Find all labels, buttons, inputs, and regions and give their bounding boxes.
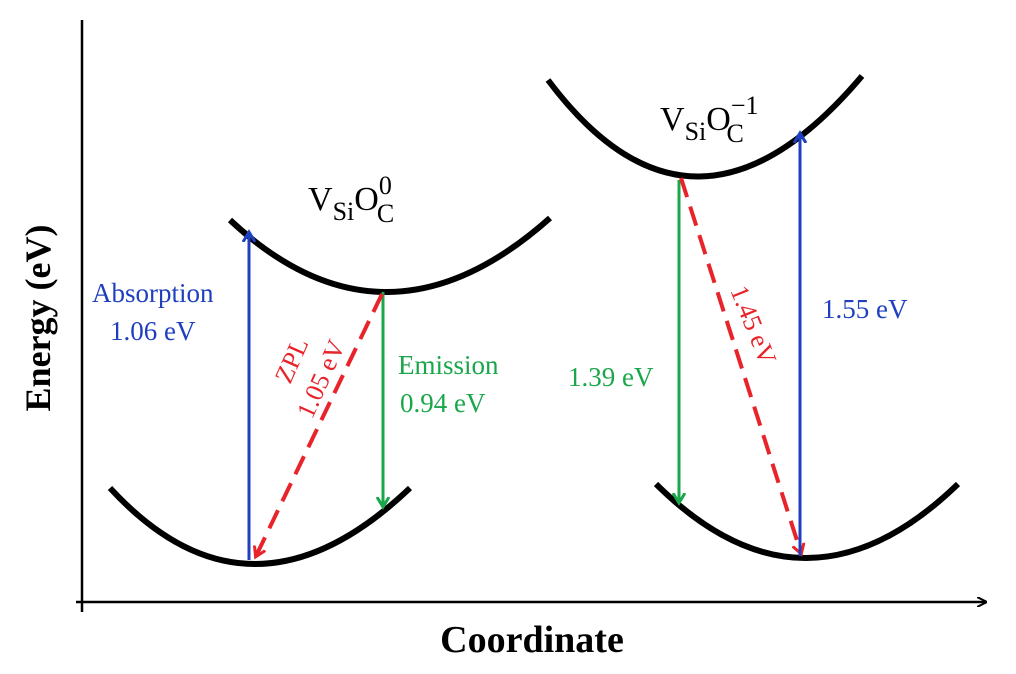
right-zpl-value: 1.45 eV [724, 281, 782, 368]
right-emission-value: 1.39 eV [568, 362, 654, 392]
right-defect-label: VSiO−1 C [660, 91, 758, 148]
right-absorption-value: 1.55 eV [822, 294, 908, 324]
right-excited-state-curve [545, 74, 865, 180]
left-absorption-name: Absorption [92, 278, 214, 308]
right-ground-state-curve [653, 481, 961, 561]
left-zpl-arrow [256, 293, 384, 556]
left-emission-name: Emission [398, 350, 499, 380]
left-ground-state-curve [107, 485, 413, 567]
x-axis-label: Coordinate [440, 619, 624, 661]
right-zpl-arrow [679, 177, 801, 553]
left-absorption-value: 1.06 eV [110, 316, 196, 346]
left-defect-label: VSiO0 C [308, 171, 394, 228]
left-excited-state-curve [227, 215, 552, 295]
y-axis-label: Energy (eV) [18, 225, 58, 412]
left-emission-value: 0.94 eV [400, 388, 486, 418]
